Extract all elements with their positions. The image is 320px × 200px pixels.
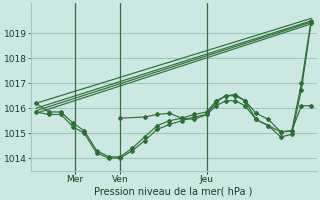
X-axis label: Pression niveau de la mer( hPa ): Pression niveau de la mer( hPa ) [94, 187, 253, 197]
